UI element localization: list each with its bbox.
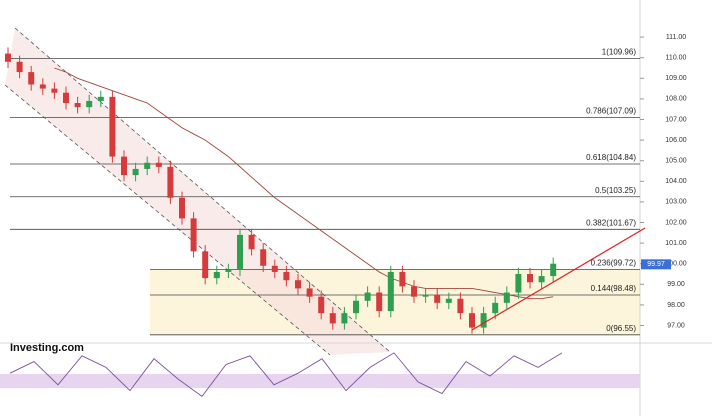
y-tick-label: 97.00 <box>667 322 685 329</box>
price-tag-label: 99.97 <box>647 261 665 268</box>
candle-body <box>109 96 116 157</box>
y-tick-label: 109.00 <box>665 75 687 82</box>
y-tick-label: 105.00 <box>665 158 687 165</box>
candle-body <box>179 197 185 219</box>
fib-label: 1(109.96) <box>602 48 637 57</box>
oscillator-line <box>9 352 563 398</box>
candle-body <box>5 53 11 62</box>
candle-body <box>434 294 441 303</box>
candle-body <box>306 288 313 297</box>
y-tick-label: 107.00 <box>665 116 687 123</box>
candle-body <box>271 265 278 272</box>
candle-body <box>28 72 35 85</box>
candle-body <box>295 280 301 289</box>
zone <box>150 269 640 335</box>
candle-body <box>283 271 290 281</box>
fib-label: 0.236(99.72) <box>591 259 637 268</box>
y-tick-label: 101.00 <box>665 240 687 247</box>
oscillator-band <box>0 374 640 388</box>
fib-label: 0.382(101.67) <box>586 218 636 227</box>
candle-body <box>97 96 104 101</box>
y-tick-label: 104.00 <box>665 178 687 185</box>
fib-label: 0.5(103.25) <box>595 186 636 195</box>
candle-body <box>353 300 359 314</box>
candle-body <box>480 313 487 328</box>
candle-body <box>387 271 394 312</box>
candle-body <box>39 84 46 89</box>
fib-label: 0(96.55) <box>606 324 636 333</box>
candle-body <box>155 162 162 167</box>
candle-body <box>86 100 93 108</box>
candle-body <box>225 269 232 272</box>
y-tick-label: 102.00 <box>665 219 687 226</box>
candle-body <box>341 313 348 324</box>
candle-body <box>492 302 499 314</box>
channel-line <box>14 27 391 353</box>
candle-body <box>237 234 243 270</box>
candle-body <box>167 166 174 198</box>
brand: Investing.com <box>10 342 84 354</box>
candle-body <box>202 251 209 279</box>
candle-body <box>457 298 464 314</box>
y-tick-label: 98.00 <box>667 302 685 309</box>
candle-body <box>469 313 475 328</box>
candle-body <box>550 263 557 277</box>
candle-body <box>132 168 139 176</box>
candle-body <box>503 292 510 303</box>
price-tag <box>641 259 671 270</box>
candle-body <box>63 92 69 104</box>
candle-body <box>515 274 522 293</box>
y-tick-label: 111.00 <box>666 34 686 41</box>
candle-body <box>248 234 255 250</box>
moving-average <box>54 67 554 300</box>
candle-body <box>16 61 23 73</box>
candle-body <box>144 162 151 169</box>
channel-fill <box>5 28 390 355</box>
candle-body <box>422 294 429 297</box>
candle-body <box>74 103 81 108</box>
trendline <box>471 227 646 331</box>
candle-body <box>190 218 197 252</box>
candle-body <box>538 276 545 283</box>
candle-body <box>329 313 336 324</box>
candle-body <box>318 296 325 314</box>
y-tick-label: 110.00 <box>666 55 687 62</box>
channel-line <box>4 84 331 356</box>
y-tick-label: 103.00 <box>665 199 687 206</box>
y-tick-label: 99.00 <box>667 281 685 288</box>
y-tick-label: 106.00 <box>665 137 687 144</box>
candle-body <box>260 249 267 266</box>
candle-body <box>445 298 452 303</box>
candle-body <box>364 292 371 301</box>
fib-label: 0.144(98.48) <box>591 284 637 293</box>
candle-body <box>51 88 58 93</box>
candle-body <box>411 286 417 297</box>
y-tick-label: 108.00 <box>665 96 687 103</box>
y-tick-label: 100.00 <box>665 261 687 268</box>
fib-label: 0.618(104.84) <box>586 153 636 162</box>
candle-body <box>527 274 533 283</box>
fib-label: 0.786(107.09) <box>586 107 636 116</box>
candle-body <box>121 156 127 176</box>
candle-body <box>376 292 383 312</box>
candle-body <box>213 271 220 279</box>
candle-body <box>399 271 406 287</box>
